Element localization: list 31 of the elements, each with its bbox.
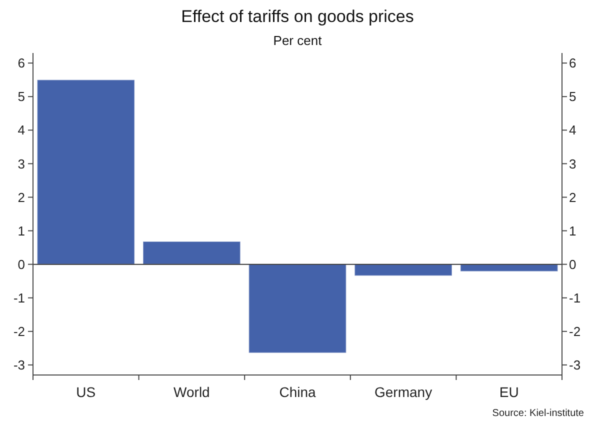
y2-tick-label: -1	[569, 290, 581, 306]
bar	[248, 264, 347, 354]
y2-tick-label: 2	[569, 190, 576, 205]
chart-subtitle: Per cent	[273, 33, 322, 48]
y2-tick-label: -3	[569, 357, 581, 372]
x-tick-label: EU	[499, 384, 519, 400]
y2-tick-label: -2	[569, 324, 581, 339]
y-tick-label: 0	[18, 256, 25, 272]
y-tick-label: 4	[18, 122, 25, 138]
y2-tick-label: 0	[569, 256, 576, 272]
x-tick-label: China	[279, 384, 316, 400]
bar	[36, 79, 136, 265]
bar	[142, 241, 241, 265]
y-tick-label: 6	[18, 56, 25, 71]
source-note: Source: Kiel-institute	[492, 408, 584, 419]
x-tick-label: World	[174, 384, 210, 400]
x-tick-label: US	[76, 384, 96, 400]
y-tick-label: 1	[18, 223, 25, 238]
y-tick-label: -2	[13, 324, 25, 339]
x-tick-label: Germany	[374, 384, 432, 400]
y-tick-label: -1	[13, 290, 25, 306]
y-tick-label: 3	[18, 156, 25, 172]
y-tick-label: -3	[13, 357, 25, 372]
y2-tick-label: 5	[569, 89, 576, 104]
y2-tick-label: 6	[569, 56, 576, 71]
y2-tick-label: 1	[569, 223, 576, 238]
y2-tick-label: 3	[569, 156, 576, 172]
y2-tick-label: 4	[569, 122, 576, 138]
y-tick-label: 5	[18, 89, 25, 104]
y-tick-label: 2	[18, 190, 25, 205]
chart-title: Effect of tariffs on goods prices	[181, 7, 414, 26]
